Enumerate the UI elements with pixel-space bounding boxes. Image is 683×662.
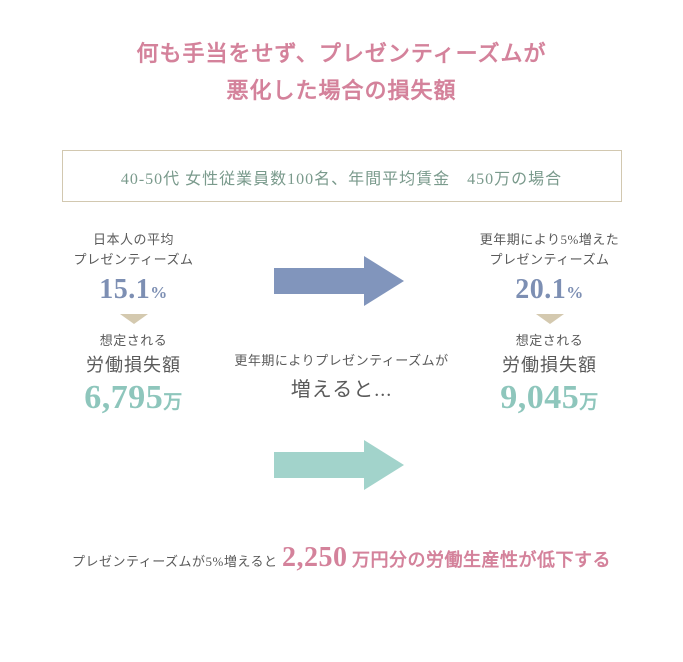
right-percent-unit: % [566, 283, 584, 302]
conclusion-pre: プレゼンティーズムが5%増えると [72, 554, 278, 569]
right-subtitle-2: プレゼンティーズム [450, 250, 650, 270]
left-subtitle-1: 日本人の平均 [34, 230, 234, 250]
right-percent-number: 20.1 [515, 274, 566, 305]
scenario-box: 40-50代 女性従業員数100名、年間平均賃金 450万の場合 [62, 150, 622, 202]
arrow-top-icon [274, 256, 404, 311]
diagram-area: 日本人の平均 プレゼンティーズム 15.1% 想定される 労働損失額 6,795… [22, 230, 662, 520]
arrow-bottom-shape [274, 440, 404, 490]
caret-down-icon [120, 314, 148, 324]
center-caption-line-1: 更年期によりプレゼンティーズムが [22, 350, 662, 369]
right-cost-label-1: 想定される [450, 330, 650, 349]
left-cost-label-1: 想定される [34, 330, 234, 349]
conclusion-text: プレゼンティーズムが5%増えると 2,250 万円分の労働生産性が低下する [0, 542, 683, 574]
scenario-text: 40-50代 女性従業員数100名、年間平均賃金 450万の場合 [121, 171, 562, 188]
conclusion-big: 2,250 [282, 542, 348, 573]
center-caption-line-2: 増えると... [22, 373, 662, 402]
left-subtitle-2: プレゼンティーズム [34, 250, 234, 270]
infographic-title: 何も手当をせず、プレゼンティーズムが 悪化した場合の損失額 [0, 0, 683, 110]
left-percent-unit: % [150, 283, 168, 302]
caret-down-icon [536, 314, 564, 324]
title-line-1: 何も手当をせず、プレゼンティーズムが [136, 41, 546, 66]
arrow-top-shape [274, 256, 404, 306]
left-percent-number: 15.1 [99, 274, 150, 305]
right-subtitle-1: 更年期により5%増えた [450, 230, 650, 250]
right-percent: 20.1% [450, 274, 650, 306]
left-percent: 15.1% [34, 274, 234, 306]
conclusion-post: 万円分の労働生産性が低下する [352, 550, 611, 570]
title-line-2: 悪化した場合の損失額 [226, 78, 456, 103]
center-caption: 更年期によりプレゼンティーズムが 増えると... [22, 350, 662, 402]
arrow-bottom-icon [274, 440, 404, 495]
